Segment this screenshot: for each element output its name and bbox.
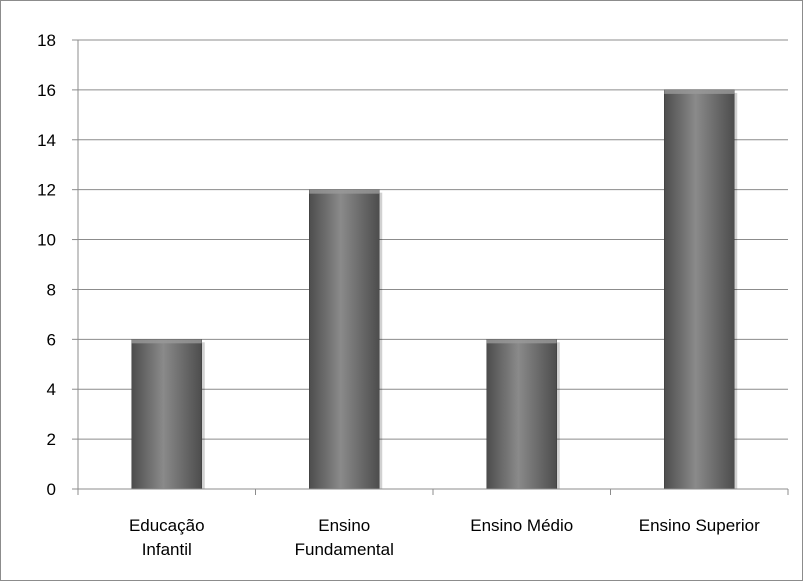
y-tick-label: 18 [37,31,56,50]
bar [486,339,557,490]
y-tick-label: 8 [47,280,56,299]
bar-top-highlight [664,89,735,94]
x-tick-label: Ensino Fundamental [295,516,394,559]
bar [309,189,380,490]
x-tick-label-line: Infantil [142,540,192,559]
bar-top-highlight [486,339,557,344]
x-tick-label-line: Ensino Superior [639,516,760,535]
y-tick-label: 14 [37,131,56,150]
x-tick-labels: Educação Infantil Ensino Fundamental Ensino … [129,516,760,559]
x-tick-label: Educação Infantil [129,516,205,559]
y-tick-labels: 0 2 4 6 8 10 12 14 16 18 [37,31,78,499]
y-tick-label: 6 [47,330,56,349]
bar [664,89,735,490]
y-tick-label: 16 [37,81,56,100]
y-tick-label: 12 [37,181,56,200]
x-tick-label: Ensino Médio [470,516,573,535]
bar-top-highlight [131,339,202,344]
y-tick-label: 10 [37,231,56,250]
bar-top-highlight [309,189,380,194]
x-tick-label-line: Fundamental [295,540,394,559]
x-tick-label: Ensino Superior [639,516,760,535]
y-tick-label: 4 [47,380,56,399]
x-tick-label-line: Educação [129,516,205,535]
y-tick-label: 2 [47,430,56,449]
axes [77,40,789,495]
bar [131,339,202,490]
y-tick-label: 0 [47,480,56,499]
x-tick-label-line: Ensino Médio [470,516,573,535]
bars [131,89,738,490]
x-tick-label-line: Ensino [318,516,370,535]
